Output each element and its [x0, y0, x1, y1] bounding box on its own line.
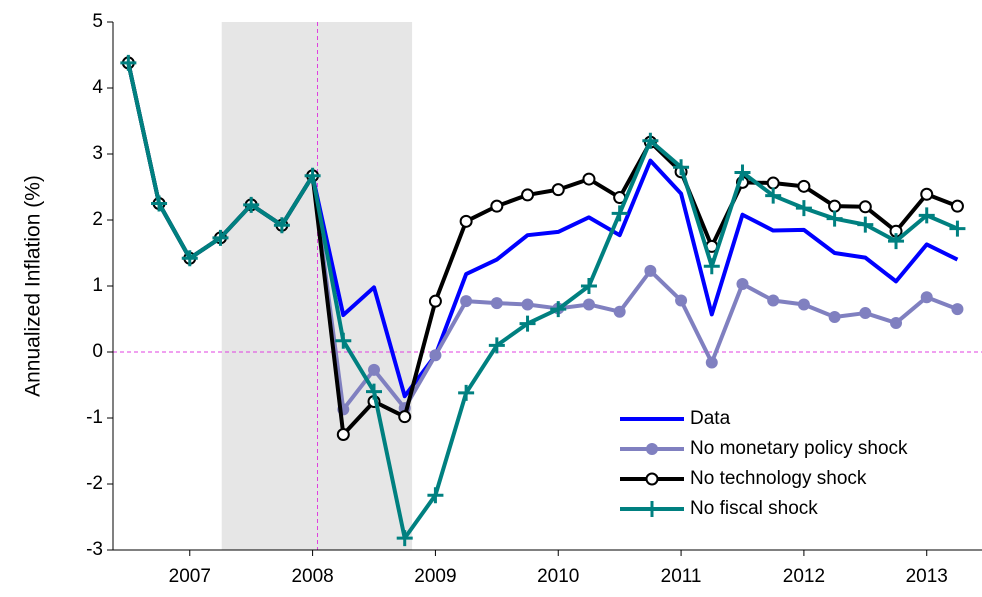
marker: [398, 410, 412, 424]
marker: [582, 172, 596, 186]
y-tick-label: -3: [86, 539, 103, 560]
marker: [429, 349, 442, 362]
marker: [580, 278, 597, 294]
marker: [550, 301, 567, 318]
marker: [644, 501, 660, 517]
marker: [828, 199, 842, 213]
marker: [428, 294, 442, 308]
marker: [797, 179, 811, 193]
marker: [366, 383, 383, 400]
marker: [642, 132, 659, 149]
marker: [949, 220, 966, 237]
marker: [766, 176, 780, 190]
marker: [243, 196, 260, 213]
x-tick-label: 2011: [661, 566, 702, 587]
marker: [828, 311, 841, 324]
marker: [181, 250, 198, 267]
marker: [335, 332, 352, 349]
legend-label: No technology shock: [690, 468, 867, 489]
marker: [396, 530, 413, 547]
marker: [705, 356, 718, 369]
marker: [920, 187, 934, 201]
marker: [703, 258, 720, 275]
marker: [859, 307, 872, 320]
x-tick-label: 2013: [906, 566, 948, 587]
y-tick-label: 1: [92, 275, 103, 296]
marker: [888, 233, 905, 250]
marker: [490, 297, 503, 310]
marker: [734, 164, 751, 181]
marker: [857, 216, 874, 233]
y-tick-label: 3: [92, 143, 103, 164]
marker: [519, 315, 536, 332]
marker: [582, 298, 595, 311]
marker: [826, 210, 843, 227]
marker: [644, 264, 657, 277]
y-tick-label: 4: [92, 77, 103, 98]
x-tick-label: 2012: [783, 566, 825, 587]
marker: [611, 205, 628, 222]
marker: [521, 298, 534, 311]
marker: [488, 337, 505, 354]
x-tick-label: 2010: [537, 566, 579, 587]
marker: [858, 200, 872, 214]
y-tick-label: 2: [92, 209, 103, 230]
marker: [304, 167, 321, 184]
x-tick-label: 2008: [291, 566, 333, 587]
x-tick-label: 2009: [414, 566, 456, 587]
y-tick-label: 5: [92, 11, 103, 32]
marker: [273, 217, 290, 234]
marker: [767, 294, 780, 307]
y-tick-label: -2: [86, 473, 103, 494]
marker: [490, 199, 504, 213]
marker: [645, 472, 659, 486]
y-axis-label: Annualized Inflation (%): [22, 175, 45, 397]
marker: [797, 298, 810, 311]
marker: [120, 54, 137, 71]
recession-shade: [221, 22, 413, 550]
marker: [765, 187, 782, 204]
marker: [673, 159, 690, 176]
marker: [427, 487, 444, 504]
x-tick-label: 2007: [169, 566, 211, 587]
legend-label: No monetary policy shock: [690, 438, 908, 459]
legend-label: Data: [690, 408, 731, 429]
marker: [951, 303, 964, 316]
marker: [736, 278, 749, 291]
y-tick-label: -1: [86, 407, 103, 428]
series-line: [126, 62, 959, 541]
marker: [613, 305, 626, 318]
marker: [675, 294, 688, 307]
marker: [151, 195, 168, 212]
marker: [795, 200, 812, 217]
marker: [920, 291, 933, 304]
y-tick-label: 0: [92, 341, 103, 362]
marker: [551, 183, 565, 197]
marker: [521, 188, 535, 202]
marker: [458, 384, 475, 401]
marker: [918, 207, 935, 224]
marker: [368, 363, 381, 376]
marker: [646, 443, 658, 455]
marker: [212, 229, 229, 246]
marker: [336, 428, 350, 441]
marker: [950, 199, 964, 213]
marker: [890, 316, 903, 329]
marker: [459, 214, 473, 228]
legend-label: No fiscal shock: [690, 498, 818, 519]
marker: [460, 295, 473, 308]
